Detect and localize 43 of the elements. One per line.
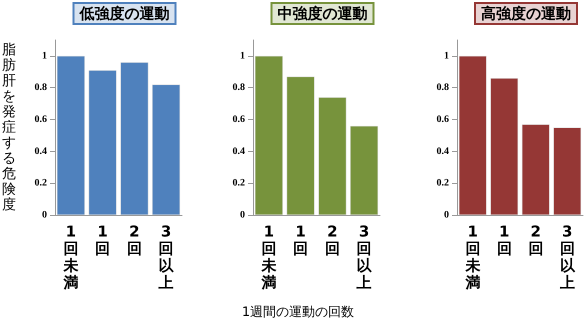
y-tick-label: 0.8 <box>436 82 449 94</box>
y-tick-label: 1 <box>444 50 449 62</box>
y-tick-label: 0 <box>240 210 245 220</box>
x-tick-label: 1回未満 <box>464 222 482 292</box>
y-tick-label: 0.2 <box>34 178 47 189</box>
y-tick-label: 0.6 <box>232 114 245 126</box>
bar <box>286 76 315 215</box>
y-tick-label: 0.4 <box>232 146 245 157</box>
chart-title: 高強度の運動 <box>481 4 571 22</box>
bar <box>254 56 283 215</box>
x-tick-label: 3回以上 <box>558 222 576 292</box>
x-tick-label: 1回未満 <box>260 222 278 292</box>
bar <box>522 124 550 215</box>
chart-title: 低強度の運動 <box>78 4 170 22</box>
y-tick-label: 0 <box>42 210 47 220</box>
x-tick-label: 2回 <box>324 222 340 258</box>
x-tick-label: 3回以上 <box>158 222 175 292</box>
chart-title: 中強度の運動 <box>278 4 368 22</box>
y-tick-label: 0.6 <box>436 114 449 126</box>
y-tick-label: 0.6 <box>34 114 47 126</box>
bar <box>553 128 582 215</box>
y-tick-label: 0.4 <box>34 146 47 157</box>
y-tick-label: 0.8 <box>34 82 47 94</box>
y-tick-label: 0.2 <box>436 178 449 189</box>
y-tick-label: 1 <box>240 50 245 62</box>
x-tick-label: 3回以上 <box>356 222 373 292</box>
x-tick-label: 2回 <box>528 222 544 258</box>
x-tick-label: 1回未満 <box>62 222 80 292</box>
y-tick-label: 0.4 <box>436 146 449 157</box>
text: 脂肪肝を発症する危険度 <box>2 42 16 213</box>
x-tick-label: 1回 <box>496 222 512 258</box>
bar <box>318 97 346 215</box>
x-axis-title: 1週間の運動の回数 <box>242 305 354 320</box>
x-tick-label: 2回 <box>126 222 142 258</box>
y-tick-label: 0.2 <box>232 178 245 189</box>
y-tick-label: 0 <box>444 210 449 220</box>
y-tick-label: 0.8 <box>232 82 245 94</box>
bar <box>458 56 487 215</box>
bar <box>490 78 518 215</box>
x-tick-label: 1回 <box>293 222 308 258</box>
bar <box>350 126 378 215</box>
y-tick-label: 1 <box>42 50 47 62</box>
x-tick-label: 1回 <box>95 222 110 258</box>
